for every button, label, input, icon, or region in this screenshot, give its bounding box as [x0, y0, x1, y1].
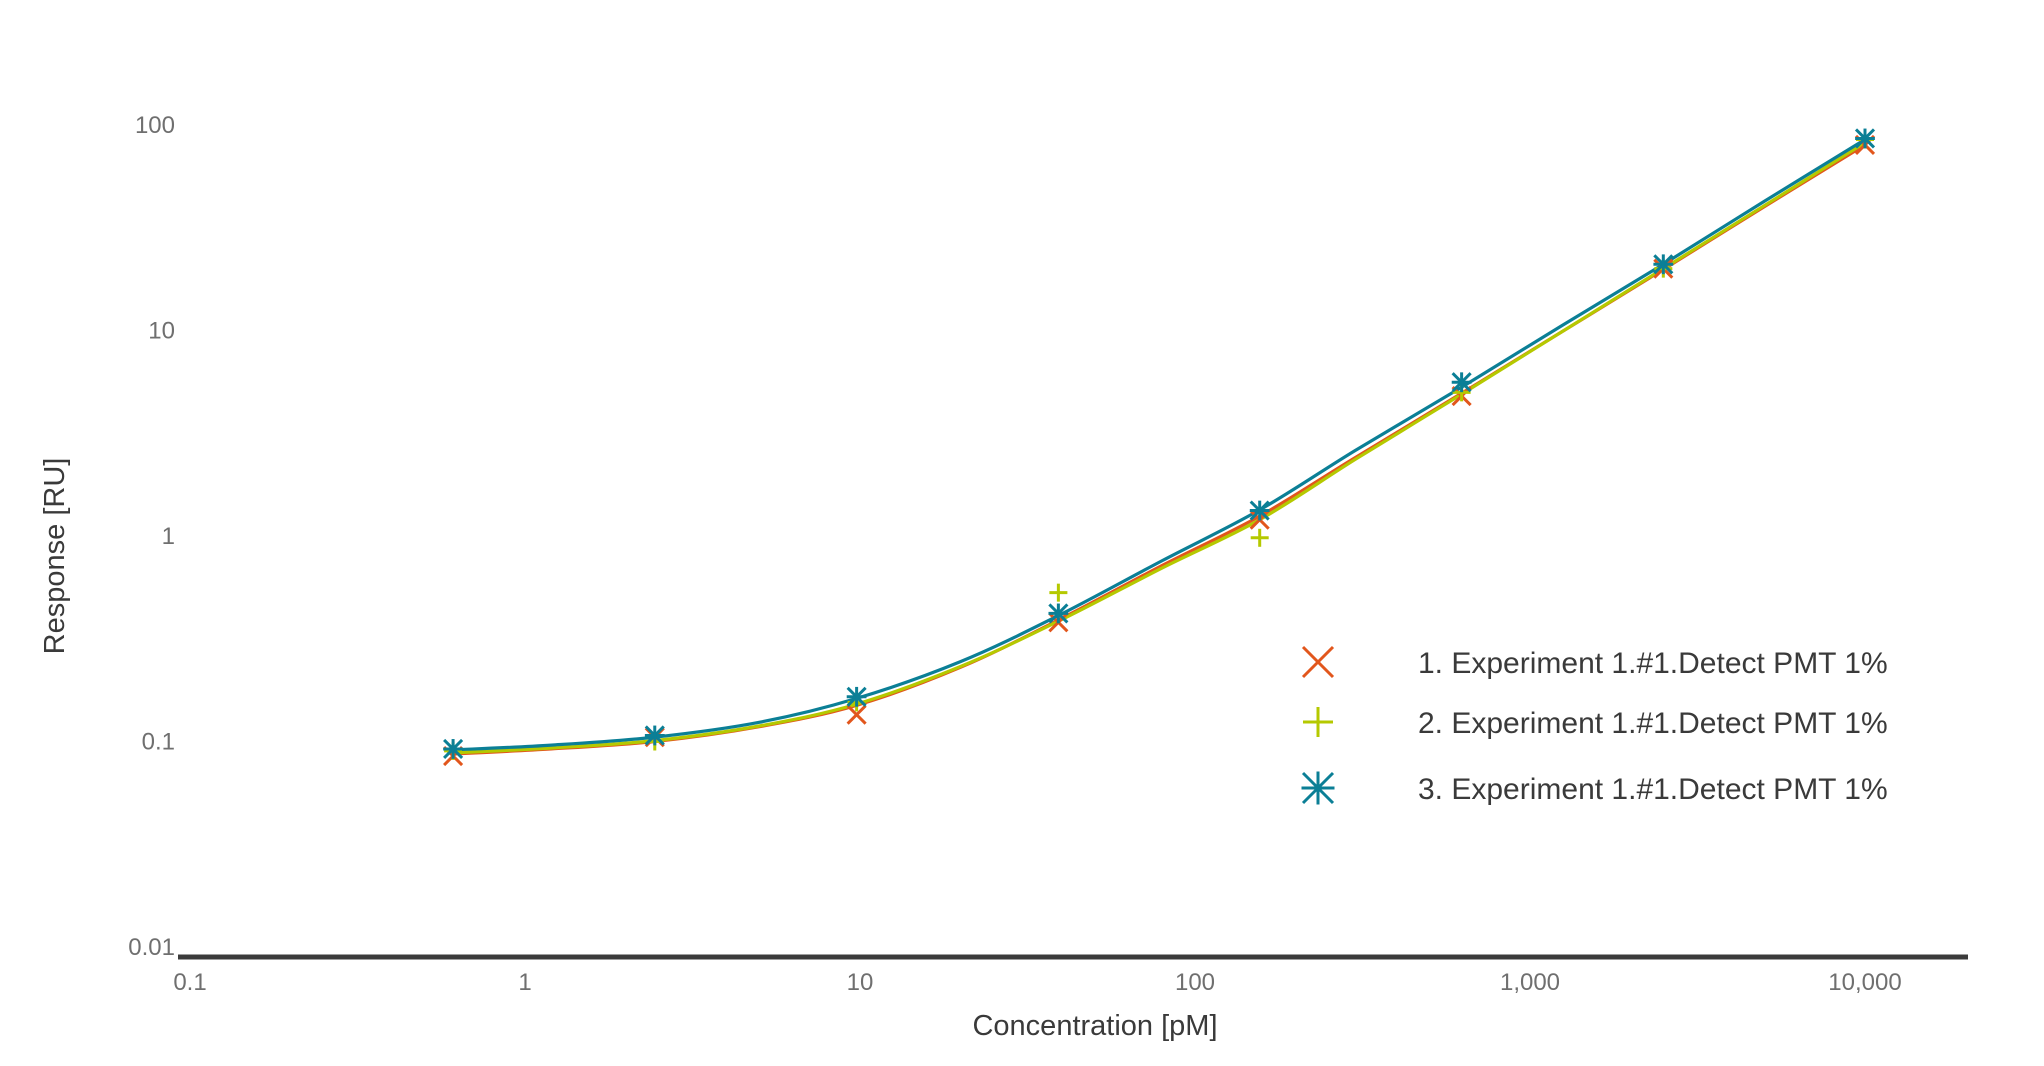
fit-curve-series-3	[453, 138, 1866, 752]
legend-label-series-2: 2. Experiment 1.#1.Detect PMT 1%	[1418, 707, 1888, 740]
fit-curves	[453, 138, 1866, 756]
x-tick-label: 1,000	[1500, 969, 1560, 996]
y-tick-label: 1	[162, 523, 175, 550]
data-point-series-2	[1250, 528, 1269, 547]
x-axis-ticks: 0.1 1 10 100 1,000 10,000	[173, 969, 1901, 996]
x-tick-label: 0.1	[173, 969, 206, 996]
x-axis-title: Concentration [pM]	[972, 1010, 1217, 1042]
data-point-series-2	[1049, 583, 1068, 602]
x-tick-label: 10,000	[1828, 969, 1901, 996]
legend-label-series-3: 3. Experiment 1.#1.Detect PMT 1%	[1418, 773, 1888, 806]
y-axis-title: Response [RU]	[39, 458, 71, 655]
data-markers	[443, 128, 1876, 767]
data-point-series-3	[846, 686, 867, 707]
fit-curve-series-2	[453, 141, 1866, 755]
y-tick-label: 100	[135, 112, 175, 139]
data-point-series-3	[1451, 372, 1472, 393]
x-tick-label: 10	[847, 969, 874, 996]
y-tick-label: 0.1	[142, 729, 175, 756]
legend-marker-series-1	[1301, 645, 1335, 679]
legend-marker-series-2	[1303, 707, 1333, 737]
data-point-series-3	[644, 725, 665, 746]
y-tick-label: 0.01	[128, 934, 175, 961]
y-axis-ticks: 0.01 0.1 1 10 100	[128, 112, 175, 961]
data-point-series-3	[443, 738, 464, 760]
x-tick-label: 100	[1175, 969, 1215, 996]
data-point-series-3	[1249, 500, 1270, 521]
y-tick-label: 10	[148, 318, 175, 345]
legend-label-series-1: 1. Experiment 1.#1.Detect PMT 1%	[1418, 647, 1888, 680]
data-point-series-3	[1048, 603, 1069, 624]
legend-marker-series-3	[1301, 771, 1335, 805]
x-tick-label: 1	[518, 969, 531, 996]
legend: 1. Experiment 1.#1.Detect PMT 1% 2. Exper…	[1301, 645, 1888, 806]
data-point-series-3	[1653, 254, 1674, 275]
data-point-series-3	[1854, 128, 1876, 149]
data-point-series-1	[846, 704, 867, 725]
